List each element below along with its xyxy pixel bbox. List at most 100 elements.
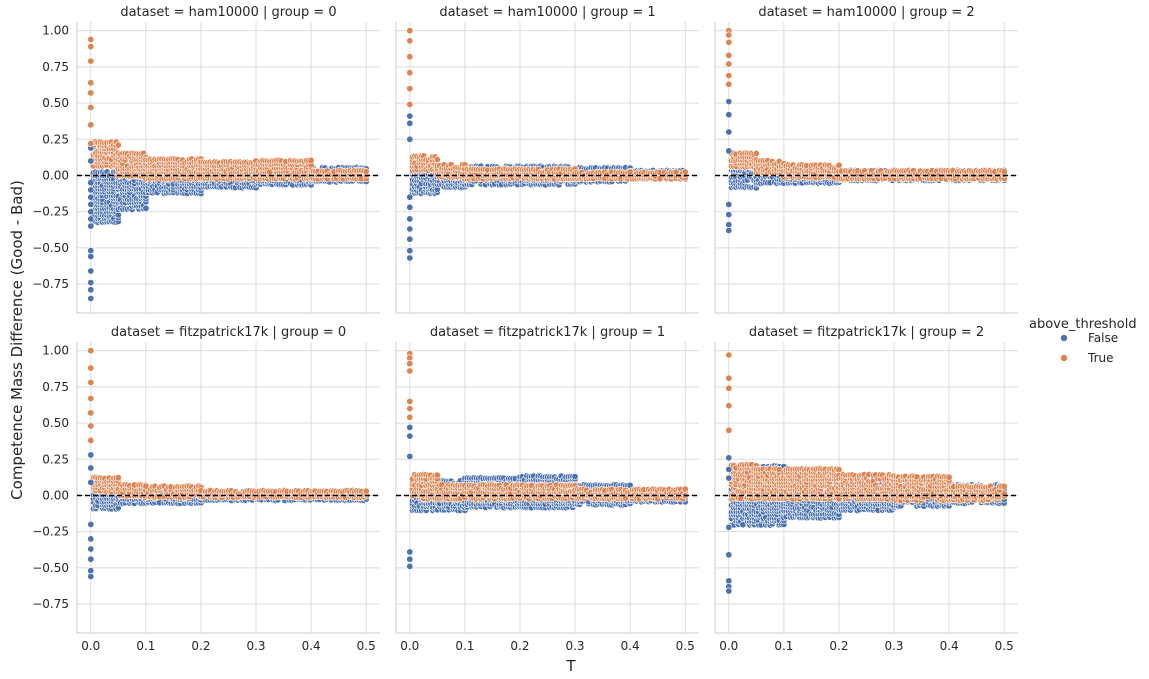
scatter-point xyxy=(87,79,95,87)
scatter-point xyxy=(87,267,95,275)
scatter-points xyxy=(406,27,689,262)
y-tick-label: −0.25 xyxy=(32,525,69,539)
scatter-point xyxy=(406,235,414,243)
scatter-point xyxy=(406,101,414,109)
facet-panel: dataset = fitzpatrick17k | group = 10.0 0… xyxy=(395,325,699,653)
panel-title: dataset = ham10000 | group = 1 xyxy=(439,5,655,20)
scatter-point xyxy=(725,98,733,106)
facet-panel: dataset = fitzpatrick17k | group = 0 1.00… xyxy=(32,325,380,653)
scatter-point xyxy=(87,347,95,355)
scatter-point xyxy=(87,247,95,255)
scatter-point xyxy=(87,89,95,97)
scatter-point xyxy=(725,128,733,136)
scatter-point xyxy=(87,567,95,575)
scatter-point xyxy=(87,222,95,230)
scatter-point xyxy=(87,279,95,287)
panels-layer: dataset = ham10000 | group = 0 1.00 0.75 0.… xyxy=(32,5,1018,653)
scatter-point xyxy=(87,545,95,553)
scatter-point xyxy=(87,294,95,302)
scatter-point xyxy=(362,168,370,176)
scatter-point xyxy=(406,254,414,262)
scatter-point xyxy=(406,69,414,77)
y-tick-label: 1.00 xyxy=(42,344,69,358)
y-tick-label: 0.25 xyxy=(42,132,69,146)
scatter-point xyxy=(725,51,733,59)
scatter-point xyxy=(87,186,95,194)
y-tick-label: −0.75 xyxy=(32,277,69,291)
scatter-point xyxy=(835,161,843,169)
scatter-point xyxy=(87,436,95,444)
panel-title: dataset = ham10000 | group = 2 xyxy=(758,5,974,20)
scatter-point xyxy=(433,156,441,164)
scatter-point xyxy=(725,147,733,155)
scatter-point xyxy=(725,72,733,80)
x-tick-label: 0.4 xyxy=(302,639,321,653)
scatter-point xyxy=(87,422,95,430)
panel-title: dataset = fitzpatrick17k | group = 0 xyxy=(111,325,346,340)
scatter-point xyxy=(87,208,95,216)
scatter-point xyxy=(406,135,414,143)
scatter-point xyxy=(87,364,95,372)
scatter-point xyxy=(433,471,441,479)
panel-title: dataset = ham10000 | group = 0 xyxy=(120,5,336,20)
scatter-point xyxy=(87,140,95,148)
x-tick-label: 0.2 xyxy=(191,639,210,653)
scatter-point xyxy=(114,474,122,482)
facet-panel: dataset = ham10000 | group = 1 xyxy=(395,5,699,314)
scatter-point xyxy=(725,38,733,46)
x-tick-label: 0.0 xyxy=(81,639,100,653)
y-tick-label: 0.75 xyxy=(42,380,69,394)
scatter-point xyxy=(406,247,414,255)
y-tick-label: −0.75 xyxy=(32,597,69,611)
scatter-point xyxy=(725,31,733,39)
scatter-point xyxy=(406,27,414,35)
y-tick-label: 0.75 xyxy=(42,60,69,74)
facet-panel: dataset = ham10000 | group = 2 xyxy=(714,5,1018,314)
panel-title: dataset = fitzpatrick17k | group = 1 xyxy=(430,325,665,340)
y-tick-label: 0.50 xyxy=(42,96,69,110)
scatter-point xyxy=(87,103,95,111)
scatter-point xyxy=(87,157,95,165)
scatter-point xyxy=(87,200,95,208)
facet-panel: dataset = ham10000 | group = 01.000.750.… xyxy=(32,5,380,314)
scatter-point xyxy=(87,253,95,261)
scatter-point xyxy=(114,141,122,149)
scatter-point xyxy=(406,215,414,223)
y-tick-label: 0.25 xyxy=(42,452,69,466)
y-tick-label: −0.50 xyxy=(32,241,69,255)
scatter-point xyxy=(406,193,414,201)
scatter-point xyxy=(571,473,579,481)
y-tick-label: −0.50 xyxy=(32,561,69,575)
scatter-point xyxy=(1000,168,1008,176)
scatter-point xyxy=(87,286,95,294)
scatter-point xyxy=(87,520,95,528)
scatter-point xyxy=(752,149,760,157)
scatter-point xyxy=(87,215,95,223)
scatter-point xyxy=(681,168,689,176)
scatter-point xyxy=(87,451,95,459)
scatter-point xyxy=(87,57,95,65)
y-tick-label: −0.25 xyxy=(32,205,69,219)
scatter-points xyxy=(87,347,370,580)
scatter-point xyxy=(87,555,95,563)
scatter-point xyxy=(406,37,414,45)
scatter-point xyxy=(725,111,733,119)
scatter-point xyxy=(725,80,733,88)
scatter-point xyxy=(406,53,414,61)
scatter-point xyxy=(406,225,414,233)
scatter-point xyxy=(87,535,95,543)
scatter-points xyxy=(87,35,370,302)
scatter-point xyxy=(87,394,95,402)
scatter-point xyxy=(87,378,95,386)
scatter-point xyxy=(142,204,150,212)
scatter-point xyxy=(87,193,95,201)
scatter-point xyxy=(725,211,733,219)
scatter-point xyxy=(406,203,414,211)
scatter-point xyxy=(362,487,370,495)
scatter-points xyxy=(725,27,1008,235)
scatter-point xyxy=(87,121,95,129)
scatter-point xyxy=(725,60,733,68)
scatter-point xyxy=(725,227,733,235)
y-tick-label: 0.00 xyxy=(42,168,69,182)
